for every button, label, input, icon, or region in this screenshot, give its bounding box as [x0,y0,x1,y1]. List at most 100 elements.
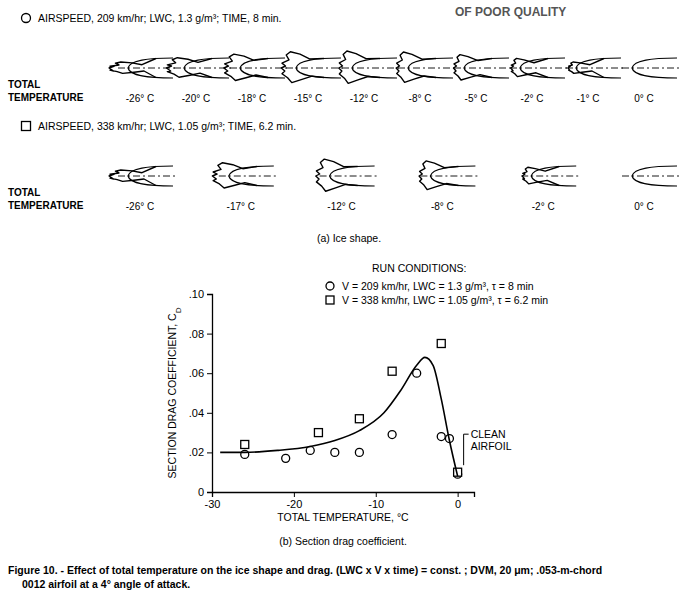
chord-line [622,68,682,69]
ice-shape [109,166,178,186]
temperature-label: -12° C [327,201,355,212]
ice-shape [510,58,570,78]
data-point [241,440,249,448]
airfoil-nose [330,166,375,186]
tick-label: .02 [189,446,204,458]
figure-caption: Figure 10. - Effect of total temperature… [8,564,602,576]
chord-line [622,176,682,177]
airfoil-nose [464,58,509,78]
chord-line [286,68,346,69]
tick: .08 [189,328,212,340]
row-marker [22,14,31,23]
ice-shape [339,51,402,83]
ice-outline [339,51,380,83]
data-point [355,415,363,423]
x-axis-title: TOTAL TEMPERATURE, °C [277,511,409,523]
ice-shape [212,163,278,188]
ice-shape [622,58,682,78]
chord-line [510,68,570,69]
airfoil-nose [128,166,173,186]
tick-mark [458,492,459,497]
tick: .06 [189,367,212,379]
ice-shape [622,166,682,186]
airfoil-nose [632,166,677,186]
airfoil-nose [531,166,576,186]
ice-outline [109,167,156,186]
tick: -20 [286,492,302,510]
airfoil-nose [408,58,453,78]
row-axis-label: TOTALTEMPERATURE [8,79,84,103]
temperature-label: -2° C [521,93,544,104]
data-point [331,448,339,456]
legend-marker [326,296,334,304]
tick-label: .04 [189,407,204,419]
ice-shape [224,54,290,80]
data-point [355,448,363,456]
chord-line [320,176,380,177]
panel-caption: (b) Section drag coefficient. [279,535,407,547]
temperature-label: -12° C [350,93,378,104]
legend-entry: V = 209 km/hr, LWC = 1.3 g/m³, τ = 8 min [342,280,534,292]
temperature-label: -15° C [294,93,322,104]
tick-mark [376,492,377,497]
data-point [388,367,396,375]
axis-line [207,295,213,493]
annotation: CLEANAIRFOIL [471,428,512,452]
ice-outline [396,52,436,82]
chord-line [342,68,402,69]
tick: .02 [189,446,212,458]
chord-line [398,68,458,69]
tick-label: -20 [286,498,302,510]
legend-title: RUN CONDITIONS: [372,262,467,274]
chart: -30 -20 -10 0 0 .02 .04 .06 .08 .10 TOTAL TEMPERAT… [166,262,548,547]
temperature-label: -8° C [431,201,454,212]
ice-outline [316,159,358,191]
data-point [282,454,290,462]
panel-caption: (a) Ice shape. [317,232,381,244]
airfoil-nose [296,58,341,78]
tick-mark [207,413,212,414]
temperature-label: -18° C [238,93,266,104]
tick-mark [207,452,212,453]
airfoil-nose [184,58,229,78]
ice-shape [419,161,480,190]
temperature-label: -5° C [465,93,488,104]
ice-shape [521,166,581,186]
temperature-label: 0° C [634,93,654,104]
tick-label: .06 [189,367,204,379]
ice-row: AIRSPEED, 209 km/hr; LWC, 1.3 g/m³; TIME… [8,12,682,104]
tick-mark [207,294,212,295]
tick: .04 [189,407,212,419]
tick: 0 [455,492,461,510]
stamp: OF POOR QUALITY [455,5,566,19]
tick-label: .10 [189,288,204,300]
tick: 0 [198,486,212,498]
tick: .10 [189,288,212,300]
ice-shape [454,55,515,80]
ice-row: AIRSPEED, 338 km/hr; LWC, 1.05 g/m³; TIM… [8,120,682,212]
tick-mark [207,373,212,374]
data-point [388,431,396,439]
temperature-label: -20° C [182,93,210,104]
tick-label: 0 [455,498,461,510]
ice-shape [316,159,380,191]
row-marker [22,122,31,131]
temperature-label: -17° C [227,201,255,212]
faired-curve [220,357,457,476]
legend: RUN CONDITIONS: V = 209 km/hr, LWC = 1.3 … [326,262,548,306]
row-conditions: AIRSPEED, 209 km/hr; LWC, 1.3 g/m³; TIME… [38,12,282,24]
ice-outline [167,58,213,78]
tick-mark [207,334,212,335]
tick-label: -30 [205,498,221,510]
row-axis-label: TOTALTEMPERATURE [8,187,84,211]
airfoil-nose [576,58,621,78]
tick: -10 [368,492,384,510]
tick-label: .08 [189,328,204,340]
data-point [314,429,322,437]
y-axis-title: SECTION DRAG COEFFICIENT, CD [166,307,183,478]
temperature-label: 0° C [634,201,654,212]
airfoil-nose [520,58,565,78]
airfoil-nose [229,166,274,186]
data-point [437,433,445,441]
ice-outline [281,52,324,83]
